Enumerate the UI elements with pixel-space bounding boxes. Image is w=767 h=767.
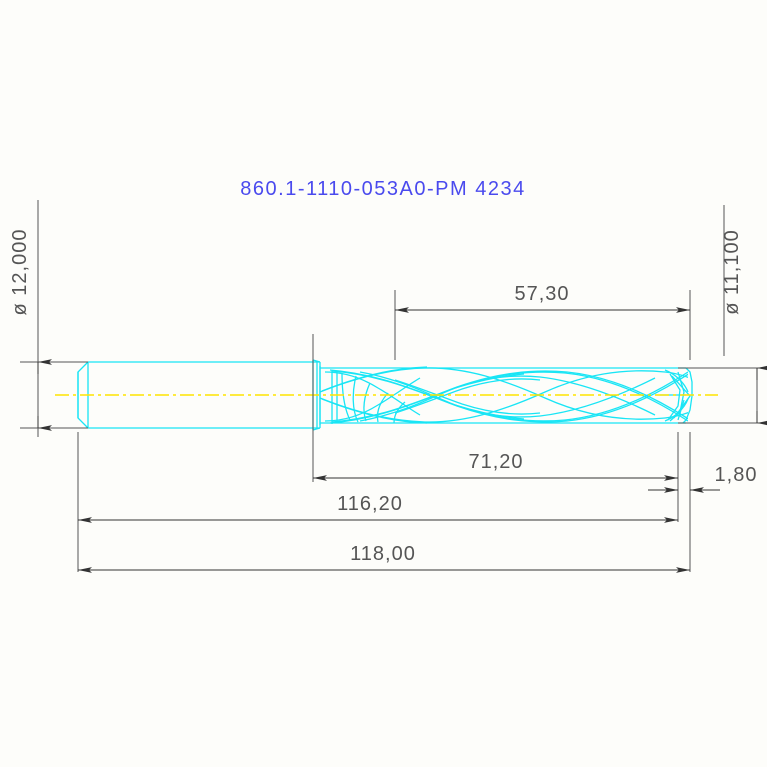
part-number-title: 860.1-1110-053A0-PM 4234 <box>240 178 525 200</box>
dim-flute-length: 57,30 <box>395 283 690 313</box>
dim-cutting-diameter: ø 11,100 <box>721 229 767 426</box>
dim-label-flute-length: 57,30 <box>514 283 569 305</box>
dim-overall-length: 118,00 <box>78 543 690 573</box>
dim-label-point-length: 1,80 <box>715 464 758 486</box>
drill-point-tip <box>660 367 693 424</box>
dim-label-usable-length: 116,20 <box>337 493 403 515</box>
tool-shank <box>77 361 320 429</box>
dim-shank-diameter: ø 12,000 <box>9 200 52 437</box>
tool-body-envelope <box>319 366 686 425</box>
dim-label-body-length: 71,20 <box>468 451 523 473</box>
dim-label-shank-diameter: ø 12,000 <box>9 229 31 316</box>
dim-usable-length: 116,20 <box>78 493 678 523</box>
dim-body-length: 71,20 <box>313 451 678 481</box>
dim-label-overall-length: 118,00 <box>350 543 416 565</box>
helical-flutes <box>320 366 688 424</box>
dim-point-length: 1,80 <box>648 464 758 493</box>
dim-label-cutting-diameter: ø 11,100 <box>721 229 743 314</box>
dimension-lines <box>20 205 767 572</box>
